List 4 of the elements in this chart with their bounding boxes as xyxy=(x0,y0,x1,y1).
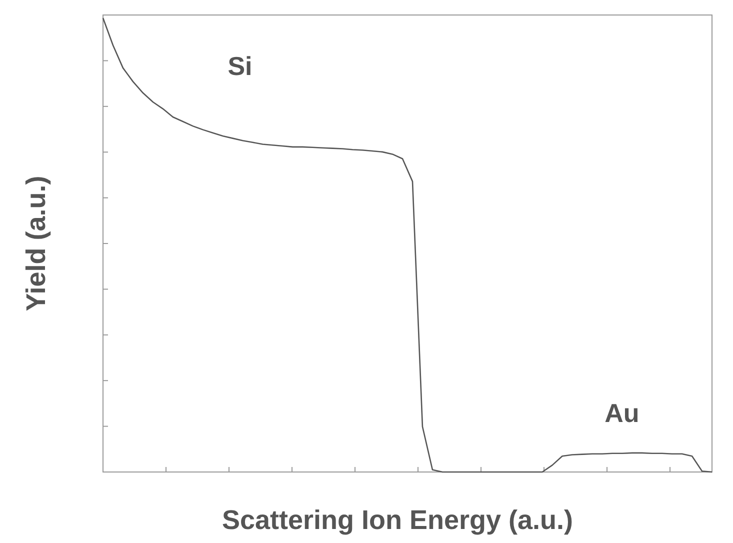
annotation: Si xyxy=(228,51,252,81)
annotation: Au xyxy=(604,398,640,428)
x-axis-title: Scattering Ion Energy (a.u.) xyxy=(222,505,574,535)
y-axis-title: Yield (a.u.) xyxy=(21,176,51,312)
